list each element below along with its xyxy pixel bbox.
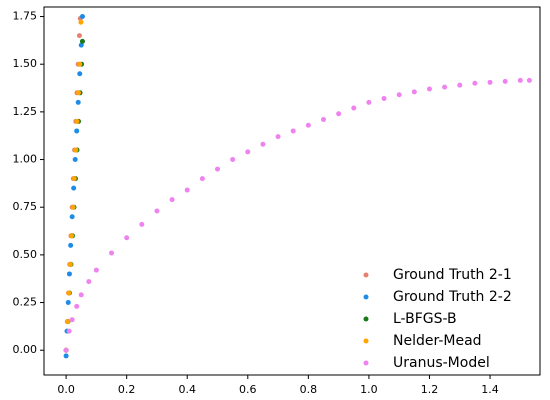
point: [65, 300, 71, 306]
point: [275, 134, 281, 140]
legend-label: Uranus-Model: [393, 355, 490, 371]
point: [93, 267, 99, 273]
point: [472, 80, 478, 86]
point: [517, 77, 523, 83]
point: [66, 290, 72, 296]
x-tick-label: 1.0: [360, 383, 378, 396]
point: [215, 166, 221, 172]
point: [79, 38, 85, 44]
point: [74, 118, 80, 124]
point: [67, 261, 73, 267]
y-tick-label: 1.25: [13, 105, 38, 118]
point: [411, 89, 417, 95]
point: [124, 235, 130, 241]
point: [487, 79, 493, 85]
x-tick-label: 1.4: [481, 383, 499, 396]
legend-label: L-BFGS-B: [393, 311, 457, 327]
point: [351, 105, 357, 111]
y-tick-label: 0.75: [13, 200, 38, 213]
legend-label: Ground Truth 2-2: [393, 289, 512, 305]
x-tick-label: 0.4: [178, 383, 196, 396]
point: [77, 61, 83, 67]
point: [78, 42, 84, 48]
point: [290, 128, 296, 134]
point: [69, 214, 75, 220]
x-tick-label: 0.2: [118, 383, 136, 396]
point: [76, 33, 82, 39]
point: [184, 187, 190, 193]
point: [154, 208, 160, 214]
point: [442, 84, 448, 90]
y-tick-label: 1.00: [13, 153, 38, 166]
y-tick-label: 1.75: [13, 10, 38, 23]
plot-frame: [43, 6, 541, 376]
point: [426, 86, 432, 92]
point: [336, 111, 342, 117]
point: [305, 122, 311, 128]
legend-marker: [363, 294, 369, 300]
legend-label: Nelder-Mead: [393, 333, 482, 349]
legend-marker: [363, 316, 369, 322]
point: [526, 77, 532, 83]
point: [69, 233, 75, 239]
x-tick-label: 0.6: [239, 383, 257, 396]
point: [69, 317, 75, 323]
point: [260, 141, 266, 147]
y-tick-label: 1.50: [13, 57, 38, 70]
point: [65, 319, 71, 325]
legend-marker: [363, 272, 369, 278]
point: [86, 279, 92, 285]
point: [396, 92, 402, 98]
point: [79, 14, 85, 20]
point: [320, 116, 326, 122]
point: [76, 90, 82, 96]
x-tick-label: 0.0: [57, 383, 75, 396]
point: [68, 242, 74, 248]
legend-marker: [363, 338, 369, 344]
point: [381, 96, 387, 102]
point: [72, 157, 78, 163]
point: [77, 71, 83, 77]
point: [139, 221, 145, 227]
point: [63, 353, 69, 359]
point: [66, 328, 72, 334]
point: [73, 147, 79, 153]
y-tick-label: 0.25: [13, 296, 38, 309]
point: [74, 128, 80, 134]
point: [169, 197, 175, 203]
point: [75, 99, 81, 105]
point: [366, 99, 372, 105]
point: [70, 204, 76, 210]
point: [66, 271, 72, 277]
point: [199, 176, 205, 182]
point: [78, 292, 84, 298]
legend-label: Ground Truth 2-1: [393, 267, 512, 283]
point: [78, 19, 84, 25]
x-tick-label: 0.8: [300, 383, 318, 396]
legend-marker: [363, 360, 369, 366]
point: [74, 303, 80, 309]
point: [457, 82, 463, 88]
point: [63, 347, 69, 353]
y-tick-label: 0.00: [13, 343, 38, 356]
x-tick-label: 1.2: [421, 383, 439, 396]
point: [502, 78, 508, 84]
y-tick-label: 0.50: [13, 248, 38, 261]
point: [245, 149, 251, 155]
point: [230, 157, 236, 163]
point: [71, 176, 77, 182]
point: [109, 250, 115, 256]
point: [71, 185, 77, 191]
